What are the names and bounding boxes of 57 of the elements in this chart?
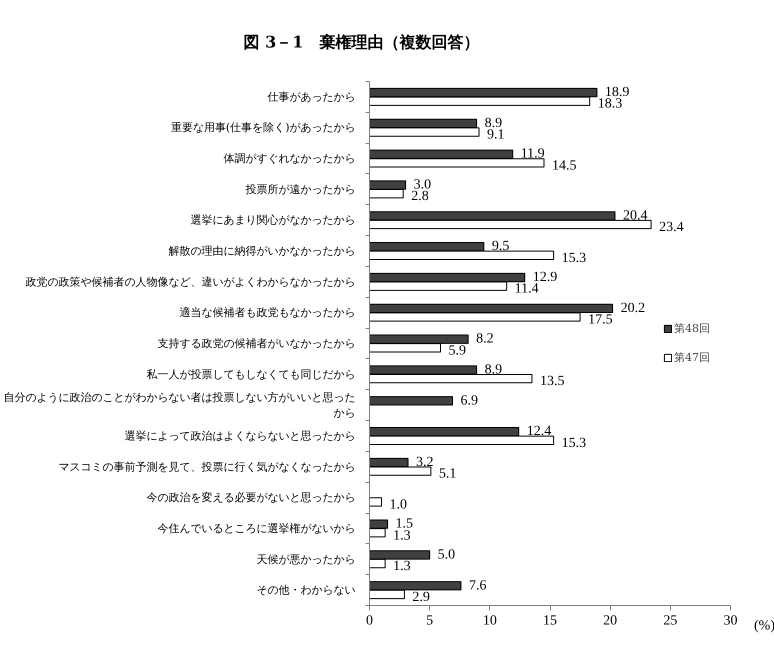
data-label: 15.3 xyxy=(562,436,586,451)
data-label: 12.4 xyxy=(526,424,552,440)
x-tick-label: 10 xyxy=(482,614,497,628)
x-tick-label: 0 xyxy=(366,614,373,628)
y-tick-label: 解散の理由に納得がいかなかったから xyxy=(168,244,356,258)
y-tick-label: 選挙によって政治はよくならないと思ったから xyxy=(124,429,356,442)
data-label: 7.6 xyxy=(468,578,486,594)
data-label: 1.0 xyxy=(390,497,408,512)
y-tick-label: 重要な用事(仕事を除く)があったから xyxy=(170,121,356,134)
y-tick-label: 適当な候補者も政党もなかったから xyxy=(180,306,356,320)
data-label: 13.5 xyxy=(540,374,564,390)
data-label: 23.4 xyxy=(659,220,684,236)
data-label: 8.2 xyxy=(476,332,494,347)
y-tick-label: 選挙にあまり関心がなかったから xyxy=(190,214,356,227)
data-label: 11.9 xyxy=(520,146,545,162)
data-label: 18.3 xyxy=(598,96,622,112)
y-tick-label: 今の政治を変える必要がないと思ったから xyxy=(146,491,356,504)
data-label: 11.4 xyxy=(514,282,539,297)
data-label: 2.8 xyxy=(411,189,429,204)
y-tick-label: 体調がすぐれなかったから xyxy=(224,152,356,166)
bar xyxy=(370,396,454,406)
data-label: 5.0 xyxy=(438,547,456,562)
data-label: 17.5 xyxy=(588,312,613,328)
chart-title: 図 3－1 棄権理由（複数回答） xyxy=(244,32,480,52)
legend-label: 第47回 xyxy=(674,350,710,365)
y-tick-label: 自分のように政治のことがわからない者は投票しない方がいいと思ったから xyxy=(4,390,356,420)
data-label: 8.9 xyxy=(484,362,502,378)
y-tick-label: 仕事があったから xyxy=(268,90,356,104)
data-label: 20.4 xyxy=(622,208,648,224)
data-label: 9.5 xyxy=(492,239,510,254)
x-tick-label: 25 xyxy=(663,614,678,628)
x-axis-title: (%) xyxy=(754,618,774,634)
bar xyxy=(370,497,382,507)
data-label: 5.1 xyxy=(438,466,456,482)
data-label: 15.3 xyxy=(562,250,586,266)
x-tick-label: 20 xyxy=(603,614,618,628)
y-tick-label: 支持する政党の候補者がいなかったから xyxy=(158,337,356,350)
data-label: 3.2 xyxy=(416,454,434,470)
y-tick-label: マスコミの事前予測を見て、投票に行く気がなくなったから xyxy=(58,460,356,474)
data-label: 1.3 xyxy=(393,559,411,574)
y-tick-label: 今住んでいるところに選挙権がないから xyxy=(158,522,356,535)
y-tick-label: その他・わからない xyxy=(256,584,356,597)
data-label: 14.5 xyxy=(552,158,576,174)
data-label: 2.9 xyxy=(412,590,430,605)
y-tick-label: 投票所が遠かったから xyxy=(244,182,356,196)
y-tick-label: 私一人が投票してもしなくても同じだから xyxy=(146,368,356,381)
data-label: 9.1 xyxy=(487,128,505,143)
y-tick-label: 天候が悪かったから xyxy=(256,552,356,566)
x-tick-label: 30 xyxy=(724,614,738,628)
x-tick-label: 15 xyxy=(543,614,557,628)
x-tick-label: 5 xyxy=(426,614,434,628)
data-label: 5.9 xyxy=(448,343,466,358)
data-label: 1.3 xyxy=(393,528,411,544)
data-label: 20.2 xyxy=(620,300,646,316)
legend-label: 第48回 xyxy=(674,321,710,336)
y-tick-label: 政党の政策や候補者の人物像など、違いがよくわからなかったから xyxy=(26,275,356,288)
data-label: 6.9 xyxy=(460,393,478,408)
